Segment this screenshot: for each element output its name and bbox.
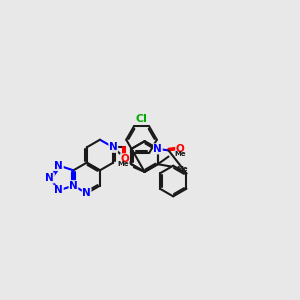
- Text: Me: Me: [117, 161, 129, 167]
- Text: O: O: [120, 154, 129, 164]
- Text: O: O: [176, 144, 184, 154]
- Text: N: N: [55, 185, 63, 195]
- Text: N: N: [69, 181, 78, 190]
- Text: N: N: [55, 160, 63, 171]
- Text: N: N: [154, 144, 162, 154]
- Text: N: N: [46, 173, 54, 183]
- Text: Me: Me: [174, 151, 185, 157]
- Text: N: N: [82, 188, 91, 198]
- Text: Cl: Cl: [136, 114, 148, 124]
- Text: Me: Me: [176, 167, 188, 172]
- Text: N: N: [109, 142, 118, 152]
